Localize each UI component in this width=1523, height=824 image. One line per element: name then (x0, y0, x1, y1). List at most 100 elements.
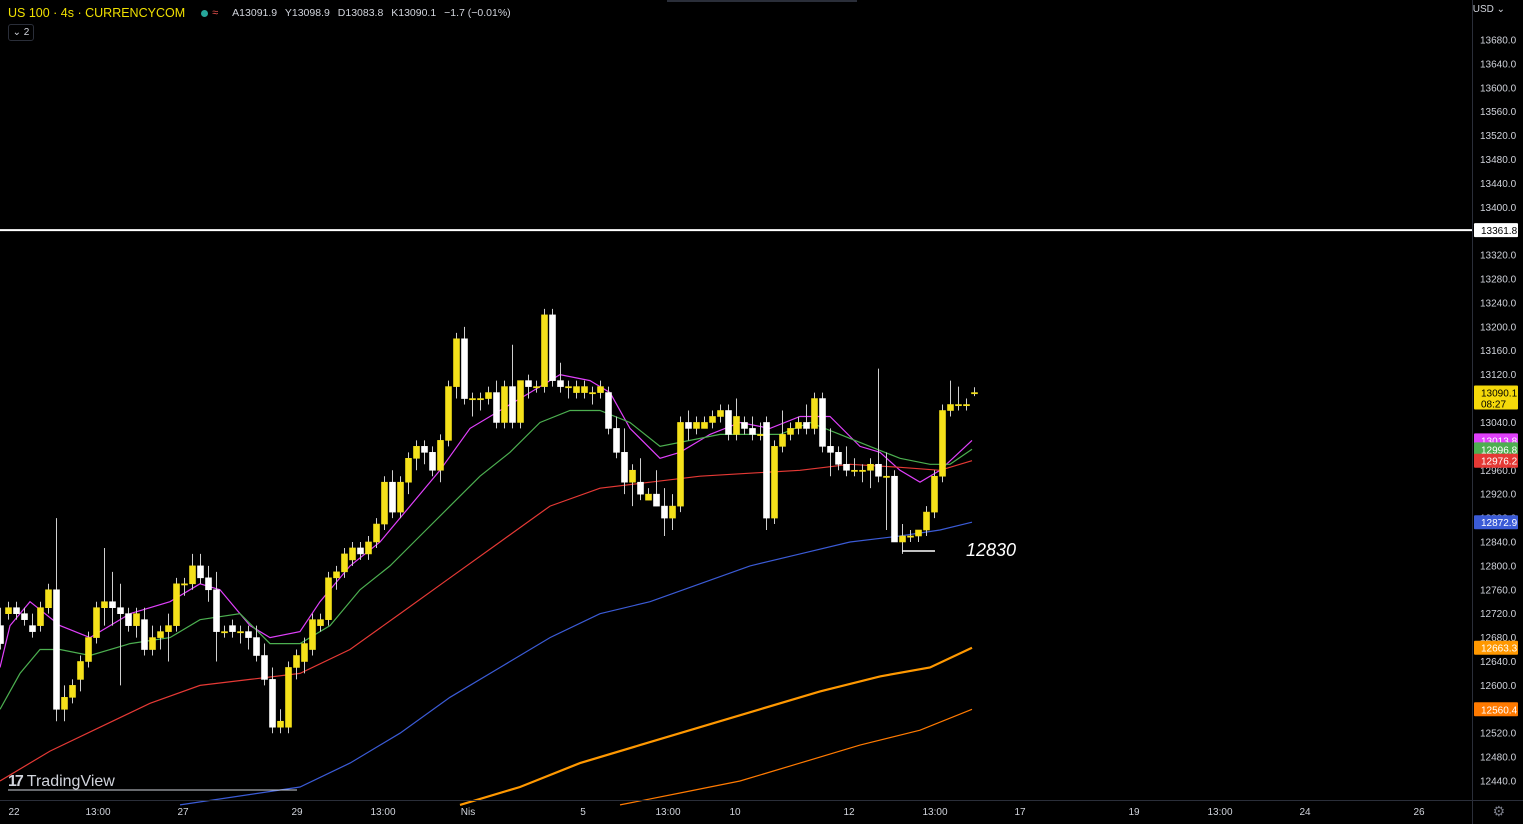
close-value: K13090.1 (391, 7, 437, 19)
candle-body (461, 338, 468, 399)
time-tick-label: 13:00 (1207, 807, 1232, 818)
candle-body (189, 565, 196, 585)
candle-body (229, 625, 236, 632)
candle-body (947, 404, 954, 411)
candle-body (621, 452, 628, 483)
candle-body (269, 679, 276, 728)
time-tick-label: 10 (729, 807, 741, 818)
candle-body (803, 422, 810, 429)
candle-body (493, 392, 500, 423)
countdown-label: 08:27 (1481, 400, 1506, 411)
candle-body (787, 428, 794, 435)
candle-body (557, 380, 564, 387)
price-tick-label: 12680.0 (1480, 633, 1517, 644)
series-price-label-ma_orange: 12663.3 (1481, 644, 1518, 655)
candle-body (309, 619, 316, 650)
currency-selector[interactable]: USD ⌄ (1472, 4, 1505, 15)
candle-body (891, 475, 898, 543)
series-line-ma_orange (459, 646, 973, 806)
candle-body (779, 434, 786, 447)
candle-body (197, 565, 204, 579)
candle-body (963, 404, 970, 407)
candles (0, 308, 978, 734)
candle-body (45, 589, 52, 609)
series-price-label-ma_magenta: 13013.8 (1481, 436, 1518, 447)
candle-body (221, 631, 228, 634)
tradingview-logo[interactable]: 17 TradingView (8, 773, 115, 791)
candle-body (637, 481, 644, 495)
candle-body (811, 398, 818, 429)
candle-body (827, 446, 834, 453)
candle-body (565, 386, 572, 389)
candle-body (29, 625, 36, 632)
candle-body (157, 631, 164, 638)
candle-body (61, 697, 68, 710)
settings-gear-icon[interactable]: ⚙ (1492, 803, 1505, 819)
candle-body (517, 380, 524, 423)
candle-body (333, 571, 340, 579)
candle-body (325, 577, 332, 620)
series-line-ma_magenta (0, 373, 973, 668)
tradingview-mark-icon: 17 (8, 773, 24, 790)
candle-body (149, 637, 156, 650)
price-tick-label: 13280.0 (1480, 275, 1517, 286)
candle-body (373, 523, 380, 543)
candle-body (0, 625, 4, 644)
candle-body (613, 428, 620, 453)
watermark-text: TradingView (26, 773, 115, 790)
candle-body (835, 452, 842, 465)
candle-body (13, 607, 20, 614)
symbol-header: US 100 · 4s · CURRENCYCOM ≈ A13091.9 Y13… (8, 5, 516, 21)
price-tick-label: 13040.0 (1480, 418, 1517, 429)
candle-body (771, 446, 778, 519)
candle-body (165, 625, 172, 632)
candle-body (533, 386, 540, 389)
candle-body (597, 386, 604, 393)
candle-body (205, 577, 212, 591)
series-price-label-ma_orange_thin: 12560.4 (1481, 705, 1518, 716)
candle-body (573, 386, 580, 393)
candle-body (549, 314, 556, 381)
candle-body (77, 661, 84, 680)
price-tick-label: 13680.0 (1480, 36, 1517, 47)
status-indicators: ≈ (201, 7, 218, 19)
candle-body (485, 392, 492, 399)
price-tick-label: 13400.0 (1480, 203, 1517, 214)
candle-body (301, 643, 308, 662)
candle-body (413, 446, 420, 459)
series-line-ma_red (0, 460, 973, 782)
candle-body (389, 481, 396, 513)
candle-body (749, 428, 756, 435)
candle-body (453, 338, 460, 387)
price-tick-label: 13320.0 (1480, 251, 1517, 262)
series-price-label-ma_blue-box (1474, 515, 1518, 530)
time-tick-label: 24 (1299, 807, 1311, 818)
candle-body (293, 655, 300, 668)
candle-body (669, 505, 676, 519)
candle-body (509, 386, 516, 423)
candle-body (245, 631, 252, 638)
candle-body (285, 667, 292, 728)
time-tick-label: 13:00 (370, 807, 395, 818)
candle-body (653, 493, 660, 507)
annotation-label: 12830 (966, 540, 1016, 560)
time-tick-label: 17 (1014, 807, 1026, 818)
candle-body (605, 392, 612, 429)
time-tick-label: 5 (580, 807, 586, 818)
candle-body (819, 398, 826, 447)
candle-body (437, 440, 444, 471)
price-tick-label: 13560.0 (1480, 107, 1517, 118)
candle-body (717, 410, 724, 417)
market-status-icon (201, 9, 209, 17)
price-tick-label: 12840.0 (1480, 537, 1517, 548)
wave-icon: ≈ (212, 7, 219, 19)
candle-body (173, 583, 180, 626)
axes: 12440.012480.012520.012560.012600.012640… (8, 36, 1518, 818)
candle-body (109, 601, 116, 609)
candle-body (261, 655, 268, 680)
symbol-title[interactable]: US 100 · 4s · CURRENCYCOM (8, 6, 186, 20)
candle-body (541, 314, 548, 387)
indicator-legend-toggle[interactable]: ⌄ 2 (8, 24, 34, 41)
candle-body (867, 463, 874, 471)
